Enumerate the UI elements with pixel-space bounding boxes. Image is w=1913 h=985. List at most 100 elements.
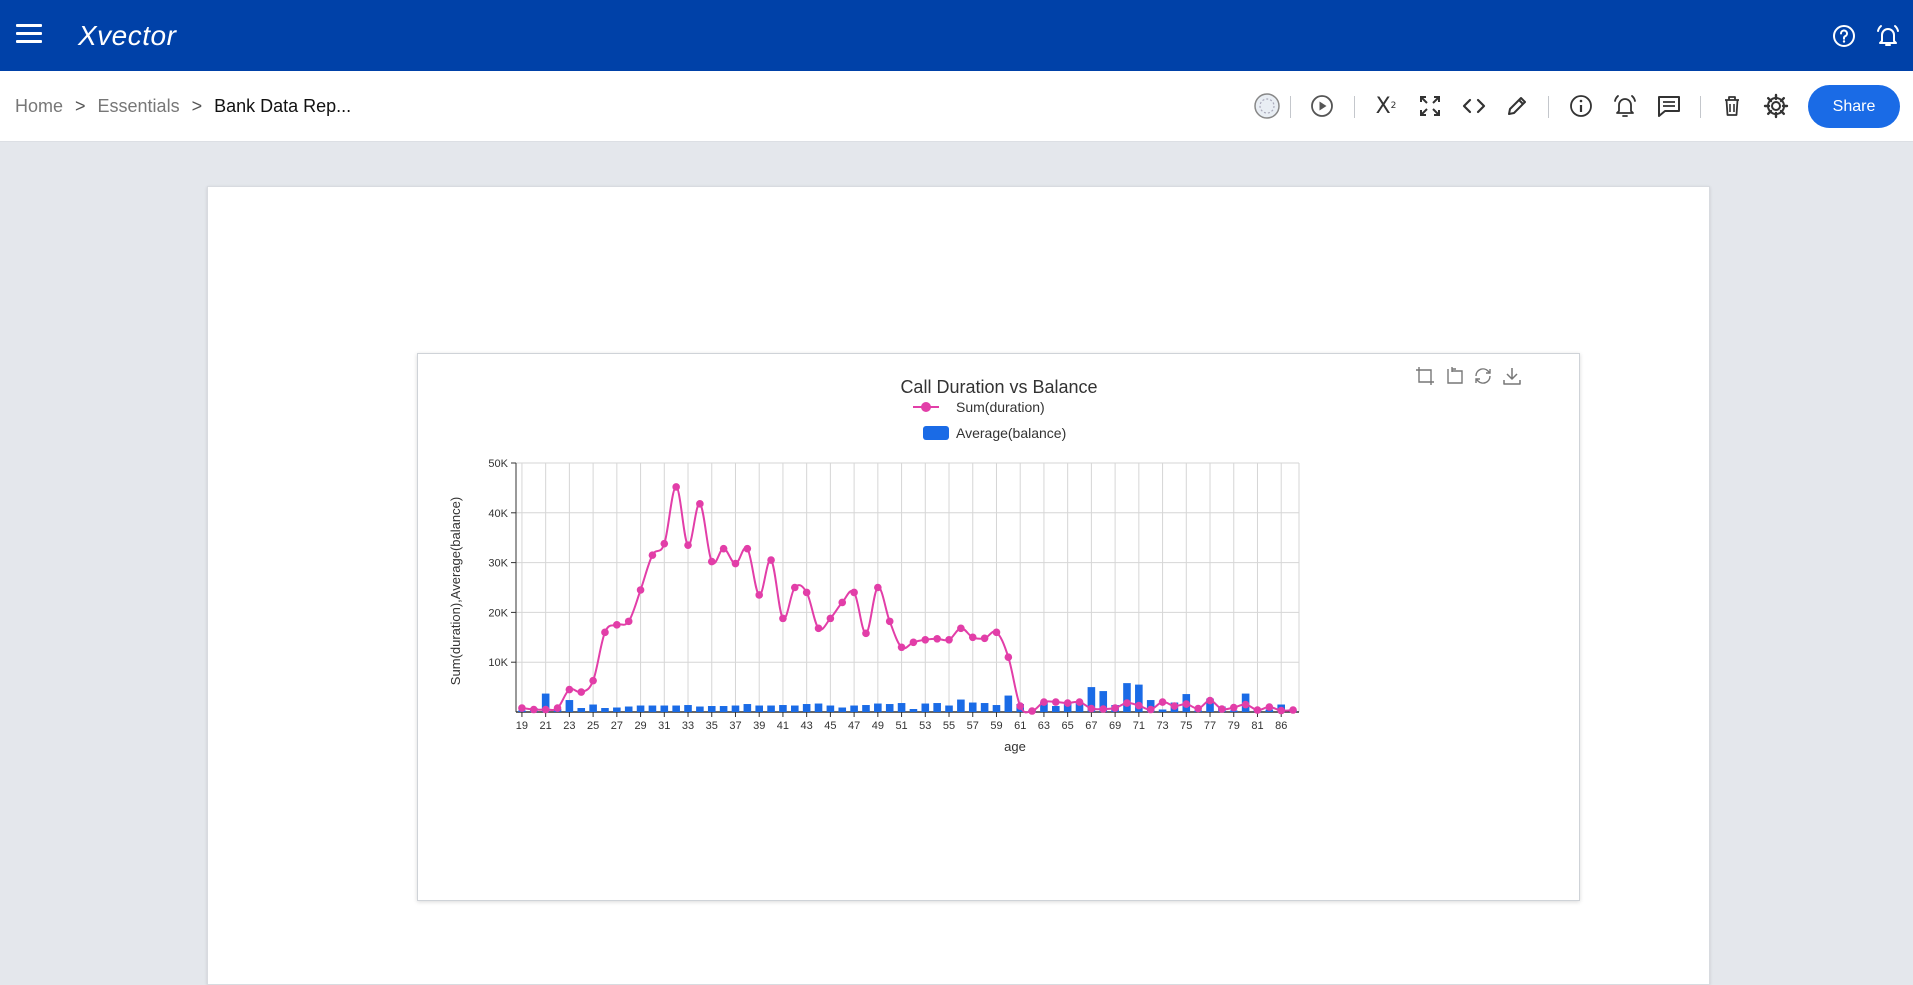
help-icon[interactable] (1830, 22, 1858, 50)
edit-icon[interactable] (1502, 91, 1532, 121)
y-tick-label: 30K (488, 558, 508, 570)
x-tick-label: 47 (848, 720, 860, 732)
y-axis: 10K 20K 30K 40K 50K (488, 458, 517, 712)
hamburger-menu-icon[interactable] (16, 24, 42, 48)
x-tick-label: 27 (611, 720, 623, 732)
data-point (957, 624, 965, 633)
data-point (838, 598, 847, 607)
legend-item-sum-duration[interactable]: Sum(duration) (913, 399, 1045, 415)
data-point (589, 676, 597, 685)
data-point (814, 624, 823, 633)
data-point (1277, 706, 1286, 715)
data-point (648, 551, 657, 559)
data-point (909, 638, 918, 647)
alert-icon[interactable] (1610, 91, 1640, 121)
data-point (767, 556, 775, 564)
data-point (1051, 698, 1060, 706)
legend-label-average-balance: Average(balance) (956, 425, 1066, 441)
breadcrumb-essentials[interactable]: Essentials (97, 96, 180, 116)
data-point (731, 559, 740, 568)
bar (921, 703, 930, 712)
data-point (826, 614, 835, 623)
share-button[interactable]: Share (1808, 85, 1900, 128)
toolbar-divider (1354, 96, 1355, 118)
delete-icon[interactable] (1717, 91, 1747, 121)
data-point (672, 483, 680, 491)
bar (945, 705, 953, 712)
data-point (1289, 706, 1297, 714)
x-tick-label: 86 (1275, 720, 1287, 732)
bar (790, 705, 799, 712)
data-point (601, 628, 609, 637)
chart-widget: Call Duration vs Balance Sum(duration) A… (417, 353, 1580, 901)
legend-item-average-balance[interactable]: Average(balance) (923, 425, 1066, 441)
data-point (850, 588, 858, 597)
x-tick-label: 39 (753, 720, 765, 732)
data-point (1194, 704, 1202, 713)
data-point (565, 685, 574, 694)
y-axis-title: Sum(duration),Average(balance) (448, 497, 463, 685)
data-point (624, 617, 633, 626)
bar (1051, 706, 1060, 712)
info-icon[interactable] (1566, 91, 1596, 121)
data-point (1170, 702, 1179, 710)
bar (850, 705, 858, 712)
breadcrumb: Home > Essentials > Bank Data Rep... (15, 96, 351, 117)
crop-select-icon[interactable] (1414, 365, 1436, 387)
bar (1004, 695, 1013, 712)
bar (565, 700, 574, 712)
notification-bell-icon[interactable] (1874, 22, 1902, 50)
x-tick-label: 43 (801, 720, 813, 732)
x-tick-label: 49 (872, 720, 884, 732)
app-logo[interactable]: Xvector (78, 20, 177, 51)
data-point (1028, 707, 1036, 715)
legend-label-sum-duration: Sum(duration) (956, 399, 1045, 415)
download-icon[interactable] (1501, 365, 1523, 387)
data-point (636, 586, 645, 594)
settings-icon[interactable] (1761, 91, 1791, 121)
x-tick-label: 79 (1228, 720, 1240, 732)
breadcrumb-home[interactable]: Home (15, 96, 64, 116)
run-icon[interactable] (1307, 91, 1337, 121)
bar (684, 705, 692, 712)
x-tick-label: 81 (1251, 720, 1263, 732)
data-point (992, 628, 1001, 637)
fullscreen-icon[interactable] (1415, 91, 1445, 121)
x-tick-label: 31 (658, 720, 670, 732)
x-tick-label: 21 (540, 720, 552, 732)
schedule-icon[interactable] (1252, 91, 1282, 121)
breadcrumb-current-report: Bank Data Rep... (214, 96, 352, 116)
bar (933, 703, 941, 712)
crop-reset-icon[interactable] (1443, 365, 1465, 387)
x-tick-label: 69 (1109, 720, 1121, 732)
data-point (980, 634, 989, 643)
data-point (696, 500, 704, 508)
refresh-icon[interactable] (1472, 365, 1494, 387)
x-tick-label: 19 (516, 720, 528, 732)
data-point (613, 621, 621, 629)
bar (707, 706, 716, 712)
bar (601, 708, 609, 712)
legend-point-marker (921, 402, 931, 412)
comment-icon[interactable] (1654, 91, 1684, 121)
legend-bar-marker (923, 426, 949, 440)
x-axis-title: age (1004, 739, 1026, 754)
data-point (1158, 698, 1167, 706)
x-tick-label: 29 (634, 720, 646, 732)
data-point (1123, 699, 1131, 707)
bar (672, 705, 680, 712)
bar (541, 693, 550, 712)
bar (862, 705, 870, 712)
data-point (553, 704, 562, 712)
bar (1099, 691, 1108, 712)
data-point (802, 588, 811, 597)
code-icon[interactable] (1459, 91, 1489, 121)
x-tick-label: 25 (587, 720, 599, 732)
bar (957, 699, 965, 712)
data-point (968, 633, 977, 642)
bar (613, 707, 621, 712)
bar (660, 705, 669, 712)
data-point (707, 557, 716, 566)
x-tick-label: 67 (1085, 720, 1097, 732)
